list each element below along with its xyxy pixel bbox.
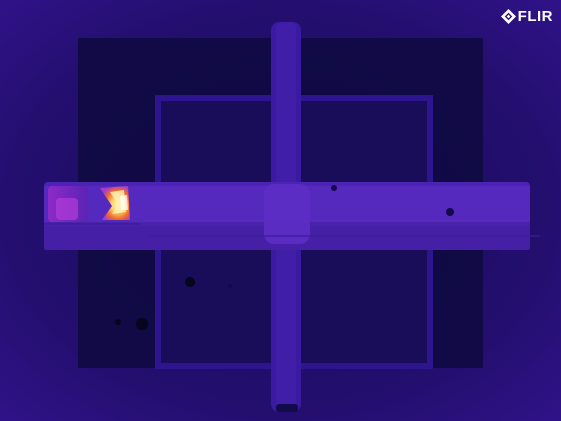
flir-diamond-icon bbox=[500, 9, 516, 24]
hot-spot bbox=[100, 186, 130, 220]
dark-spot bbox=[331, 185, 337, 191]
dark-spot bbox=[276, 404, 298, 412]
cross-junction bbox=[264, 184, 310, 244]
logo-text: FLIR bbox=[517, 8, 553, 25]
dark-spot bbox=[446, 208, 454, 216]
dark-spot bbox=[185, 277, 195, 287]
flir-logo: FLIR bbox=[500, 8, 553, 25]
dark-spot bbox=[115, 319, 121, 325]
dark-spot bbox=[228, 284, 232, 288]
dark-spot bbox=[136, 318, 148, 330]
